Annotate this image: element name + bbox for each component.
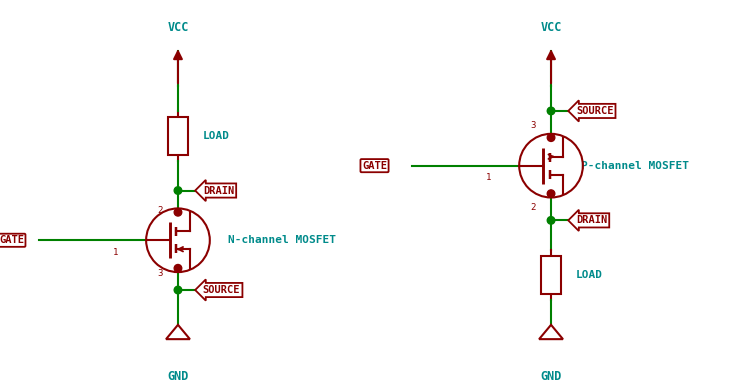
Circle shape [174,208,182,216]
Text: 1: 1 [112,248,118,257]
Circle shape [548,217,555,224]
Text: LOAD: LOAD [576,270,603,280]
Circle shape [548,107,555,115]
Text: DRAIN: DRAIN [576,215,608,225]
Circle shape [548,134,555,142]
Text: 1: 1 [486,173,491,182]
Text: P-channel MOSFET: P-channel MOSFET [581,161,689,170]
Text: VCC: VCC [167,22,189,34]
Text: GATE: GATE [0,235,24,245]
Text: GND: GND [540,369,562,383]
Text: 3: 3 [158,269,163,278]
Text: GATE: GATE [362,161,387,170]
Text: N-channel MOSFET: N-channel MOSFET [228,235,336,245]
Text: VCC: VCC [540,22,562,34]
Text: 3: 3 [530,121,536,130]
Bar [168,117,188,155]
Text: 2: 2 [158,206,163,215]
Text: DRAIN: DRAIN [202,185,234,196]
Circle shape [174,264,182,272]
Bar [541,256,561,294]
Circle shape [548,190,555,197]
Text: 2: 2 [530,203,536,212]
Text: SOURCE: SOURCE [202,285,240,295]
Text: LOAD: LOAD [202,131,229,141]
Text: SOURCE: SOURCE [576,106,614,116]
Circle shape [174,187,182,194]
Circle shape [174,286,182,294]
Text: GND: GND [167,369,189,383]
